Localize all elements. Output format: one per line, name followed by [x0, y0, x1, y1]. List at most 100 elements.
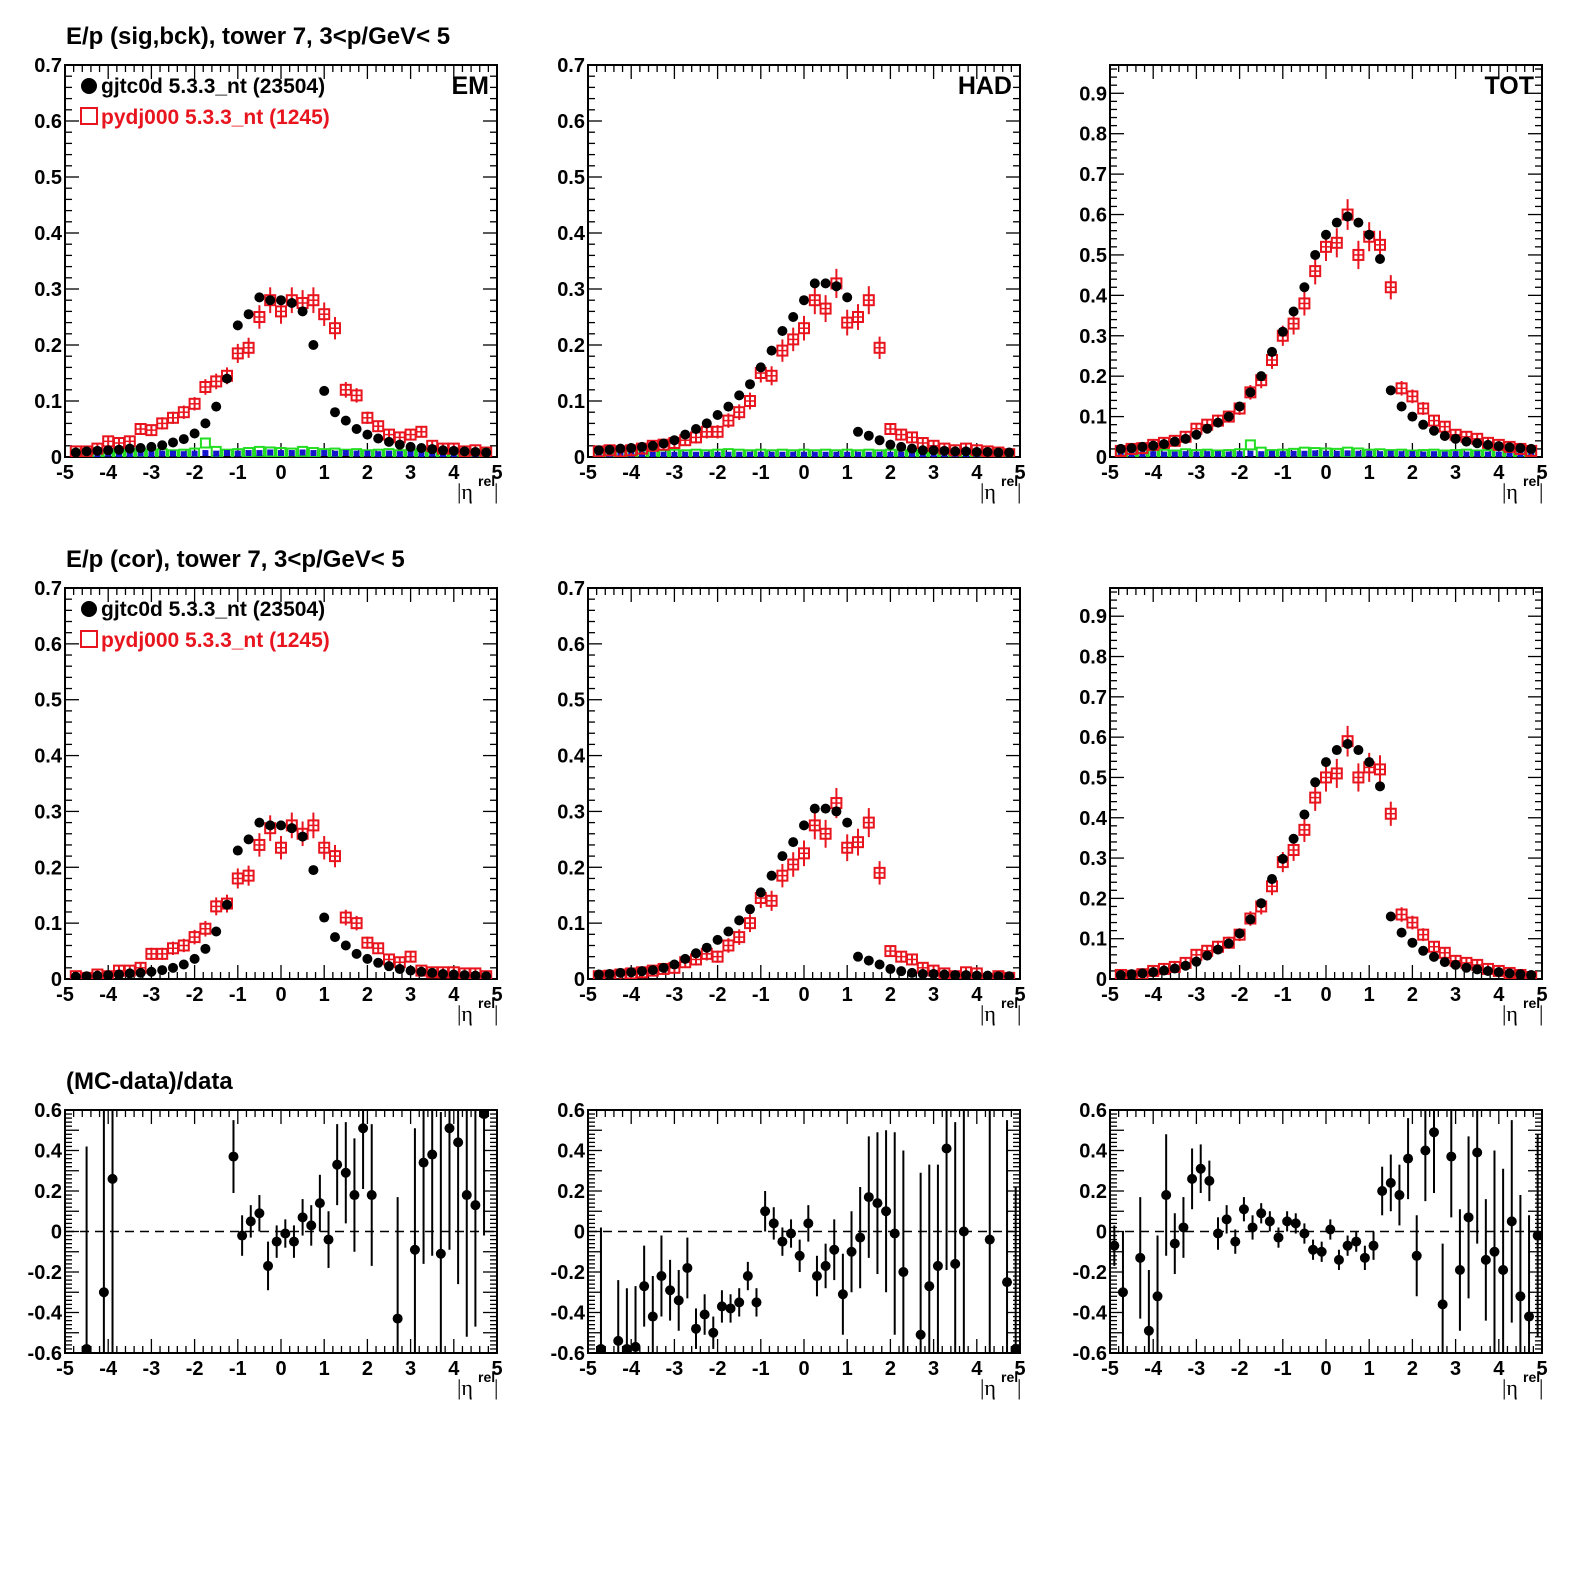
bck-blue-point	[682, 451, 689, 457]
x-tick-label: 0	[798, 984, 809, 1006]
bck-blue-point	[1333, 450, 1340, 457]
bck-blue-point	[1161, 451, 1167, 457]
mc-point	[1428, 414, 1440, 427]
data-point	[1310, 777, 1321, 788]
data-point	[1213, 417, 1223, 428]
data-point	[1394, 1190, 1405, 1201]
data-point	[1411, 1250, 1422, 1261]
data-point	[1364, 757, 1375, 768]
mc-point	[862, 816, 875, 829]
data-point	[1299, 282, 1310, 293]
data-point	[1342, 1240, 1353, 1251]
bck-green-point	[1320, 447, 1332, 457]
bck-blue-point	[1225, 451, 1232, 457]
x-tick-label: 3	[1450, 984, 1461, 1006]
data-point	[481, 447, 492, 457]
bck-blue-point	[1355, 450, 1362, 457]
data-point	[384, 436, 394, 447]
x-tick-label: -4	[99, 1358, 118, 1380]
data-point	[146, 966, 157, 977]
data-point	[604, 444, 615, 455]
data-point	[820, 1260, 831, 1271]
bck-blue-point	[1193, 451, 1200, 457]
bck-green-point	[1450, 449, 1462, 457]
x-tick-label: 0	[798, 1358, 809, 1380]
data-point	[448, 445, 459, 456]
data-point	[81, 446, 92, 457]
bck-blue-point	[1301, 450, 1308, 457]
data-point	[1238, 1204, 1249, 1215]
x-tick-label: -5	[56, 984, 74, 1006]
data-point	[1493, 441, 1504, 452]
bck-blue-point	[747, 451, 753, 457]
data-point	[811, 1271, 822, 1282]
bck-green-point	[722, 448, 734, 457]
panels-group: -5 -4 -3 -2 -1 0 1 2 3 4 5 0 0.1 0.2 0.3 0.4 0.5 0.6 0.7 |η…	[28, 55, 1548, 1400]
bck-green-point	[297, 445, 309, 457]
data-point	[639, 1281, 650, 1292]
data-point	[427, 1149, 438, 1160]
x-tick-label: -4	[622, 462, 641, 484]
bck-green-point	[1180, 448, 1192, 457]
y-tick-label: 0	[1096, 1222, 1107, 1244]
data-point	[1364, 229, 1375, 240]
data-point	[1277, 853, 1288, 864]
x-tick-label: 4	[1493, 984, 1505, 1006]
x-axis-label-sup: rel	[478, 1369, 495, 1385]
mc-point	[808, 294, 821, 307]
bck-blue-point	[159, 450, 166, 457]
data-point	[794, 1250, 805, 1261]
bck-green-point	[318, 448, 330, 457]
data-point	[1282, 1216, 1293, 1227]
mc-point	[242, 869, 255, 882]
x-tick-label: -3	[1188, 984, 1206, 1006]
bck-green-point	[264, 446, 276, 457]
x-tick-label: -2	[1231, 984, 1249, 1006]
data-point	[427, 444, 438, 455]
legend-marker-data	[81, 78, 97, 94]
data-point	[734, 1297, 745, 1308]
data-point	[1377, 1186, 1388, 1196]
plot-area	[595, 1110, 1020, 1353]
panel-tot-3: -5 -4 -3 -2 -1 0 1 2 3 4 5 -0.6 -0.4 -0.2 0 0.2 0.4 0.6 |η…	[1073, 1100, 1548, 1400]
y-tick-label: 0.7	[34, 578, 62, 600]
bck-blue-point	[768, 451, 775, 457]
bck-green-point	[1428, 448, 1440, 457]
mc-point	[808, 819, 821, 832]
bck-blue-point	[299, 449, 306, 456]
data-point	[1353, 217, 1364, 228]
data-point	[1143, 1325, 1154, 1336]
data-point	[820, 278, 831, 289]
bck-green-point	[189, 447, 201, 457]
data-point	[459, 970, 470, 979]
data-point	[448, 969, 459, 979]
data-point	[595, 1343, 606, 1353]
mc-point	[1406, 916, 1419, 929]
y-tick-label: 0.3	[557, 801, 585, 823]
y-tick-label: 0	[574, 447, 585, 469]
bck-green-point	[830, 449, 842, 457]
data-point	[459, 446, 470, 457]
data-point	[1333, 1254, 1344, 1265]
y-tick-label: 0.9	[1079, 606, 1107, 628]
data-point	[669, 959, 680, 970]
y-tick-label: -0.6	[551, 1343, 585, 1365]
bck-blue-point	[1485, 451, 1491, 457]
data-point	[637, 441, 647, 452]
data-point	[103, 445, 114, 456]
data-point	[1230, 1236, 1241, 1247]
y-tick-label: 0.1	[34, 913, 62, 935]
bck-blue-point	[148, 451, 155, 457]
data-point	[1429, 951, 1439, 962]
x-tick-label: 0	[1320, 462, 1331, 484]
bck-blue-point	[407, 450, 414, 457]
data-point	[842, 292, 853, 303]
bck-blue-point	[1420, 451, 1427, 457]
y-tick-label: 0.7	[1079, 164, 1107, 186]
data-point	[1310, 249, 1321, 260]
data-point	[232, 845, 243, 856]
data-point	[1161, 1190, 1172, 1201]
y-tick-label: -0.4	[28, 1303, 63, 1325]
mc-point	[415, 425, 428, 438]
data-point	[1463, 1212, 1474, 1223]
